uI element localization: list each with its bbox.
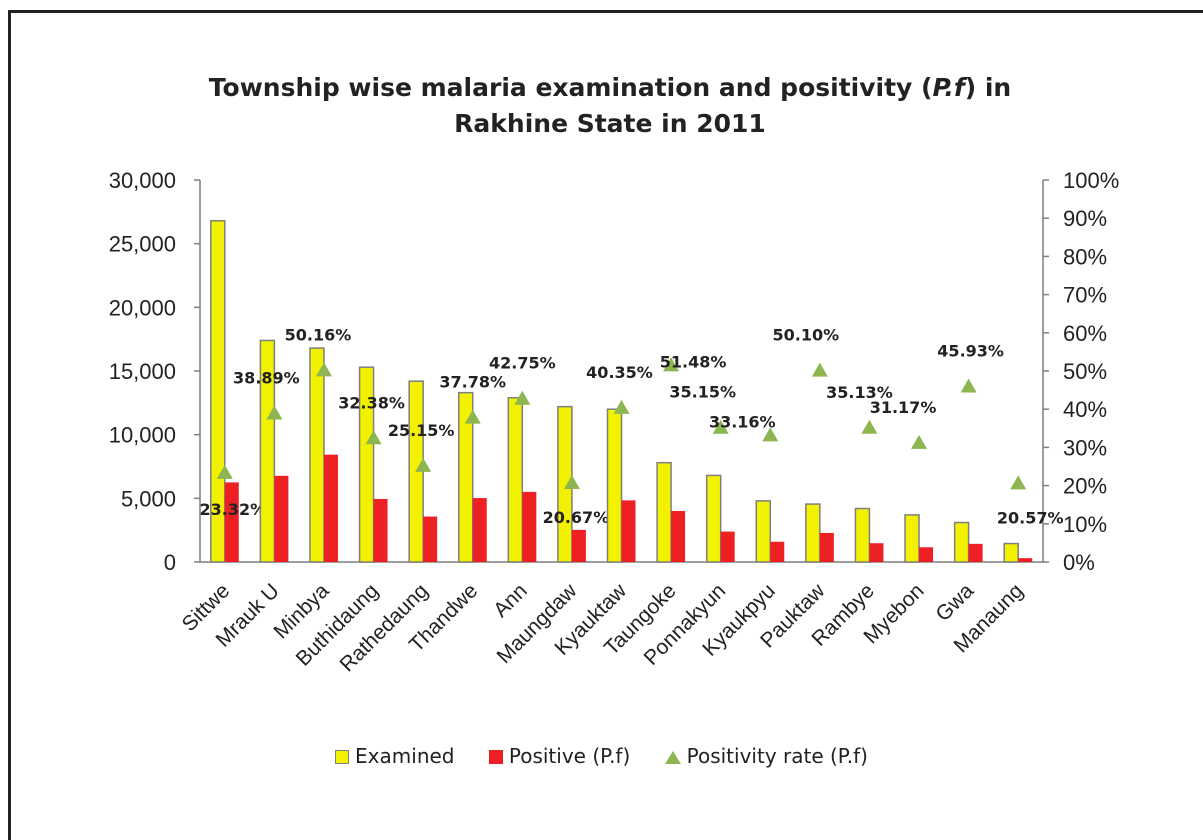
right-axis-tick-label: 70%: [1063, 283, 1107, 308]
bar-examined: [705, 474, 722, 563]
bar-examined: [904, 514, 920, 563]
rate-data-label: 38.89%: [233, 368, 300, 387]
bar-positive: [720, 531, 735, 562]
bar-examined: [606, 408, 623, 563]
right-axis-tick-label: 10%: [1063, 512, 1107, 537]
rate-marker: [415, 457, 432, 472]
bar-examined: [755, 500, 772, 563]
bar-positive: [770, 541, 785, 562]
legend-label-examined: Examined: [355, 743, 455, 768]
bar-positive: [621, 500, 636, 562]
rate-data-label: 45.93%: [937, 342, 1004, 361]
rate-marker: [464, 409, 481, 424]
right-axis-tick-label: 20%: [1063, 474, 1107, 499]
rate-data-label: 25.15%: [388, 421, 455, 440]
right-axis-tick-label: 0%: [1063, 550, 1095, 575]
rate-data-label: 32.38%: [338, 393, 405, 412]
rate-marker: [960, 378, 977, 393]
bar-positive: [224, 482, 239, 562]
rate-data-label: 50.16%: [285, 325, 352, 344]
bar-examined: [259, 339, 276, 563]
bar-positive: [323, 454, 338, 562]
bar-positive: [819, 532, 834, 562]
legend-swatch-examined: [335, 749, 350, 764]
bar-positive: [869, 543, 884, 562]
left-axis-tick-label: 20,000: [109, 295, 176, 320]
rate-marker: [762, 427, 779, 442]
right-axis-tick-label: 50%: [1063, 359, 1107, 384]
rate-marker: [514, 390, 531, 405]
rate-marker: [216, 464, 233, 479]
rate-marker: [266, 405, 283, 420]
legend-label-rate: Positivity rate (P.f): [686, 743, 868, 768]
bar-positive: [423, 516, 438, 562]
bar-positive: [1018, 558, 1033, 562]
bar-positive: [571, 529, 586, 562]
bar-examined: [854, 507, 871, 563]
bar-positive: [671, 510, 686, 562]
rate-marker: [365, 430, 382, 445]
bar-examined: [358, 366, 375, 563]
rate-marker: [712, 419, 729, 434]
rate-data-label: 51.48%: [660, 352, 727, 371]
chart-frame: [8, 10, 1203, 840]
rate-data-label: 50.10%: [773, 326, 840, 345]
left-axis-tick-label: 15,000: [109, 359, 176, 384]
rate-data-label: 35.13%: [826, 383, 893, 402]
right-axis-tick-label: 30%: [1063, 435, 1107, 460]
chart-title-line1: Township wise malaria examination and po…: [208, 73, 1012, 102]
rate-data-label: 23.32%: [199, 500, 266, 519]
bar-examined: [457, 391, 474, 563]
rate-data-label: 20.67%: [543, 508, 610, 527]
bar-examined: [507, 396, 524, 563]
chart-title-line2: Rakhine State in 2011: [454, 109, 766, 138]
rate-data-label: 31.17%: [870, 398, 937, 417]
bar-examined: [953, 521, 970, 563]
bar-examined: [656, 461, 672, 563]
legend: Examined Positive (P.f) Positivity rate …: [0, 742, 1203, 768]
legend-label-positive: Positive (P.f): [508, 743, 631, 768]
rate-data-label: 33.16%: [709, 412, 776, 431]
rate-marker: [1010, 475, 1027, 490]
left-axis-tick-label: 25,000: [109, 232, 176, 257]
right-axis-tick-label: 90%: [1063, 206, 1107, 231]
legend-item-positive: Positive (P.f): [488, 743, 631, 768]
bar-positive: [472, 498, 487, 562]
bar-positive: [968, 543, 983, 562]
category-label: Ann: [489, 579, 532, 622]
rate-marker: [613, 399, 630, 414]
right-axis-tick-label: 80%: [1063, 244, 1107, 269]
rate-marker: [811, 362, 828, 377]
bar-positive: [274, 475, 289, 562]
bar-positive: [522, 491, 537, 562]
rate-data-label: 42.75%: [489, 354, 556, 373]
rate-marker: [563, 475, 580, 490]
rate-data-label: 37.78%: [439, 373, 506, 392]
rate-data-label: 35.15%: [669, 383, 736, 402]
rate-marker: [315, 362, 332, 377]
bar-examined: [805, 503, 821, 563]
legend-swatch-positive: [488, 749, 503, 764]
bar-positive: [919, 547, 934, 562]
bar-examined: [1003, 542, 1019, 563]
rate-data-label: 20.57%: [997, 508, 1064, 527]
right-axis-tick-label: 100%: [1063, 168, 1119, 193]
right-axis-tick-label: 60%: [1063, 321, 1107, 346]
left-axis-tick-label: 5,000: [121, 486, 176, 511]
bar-positive: [373, 498, 388, 562]
left-axis-tick-label: 10,000: [109, 423, 176, 448]
chart-title: Township wise malaria examination and po…: [150, 70, 1070, 142]
rate-data-label: 40.35%: [586, 363, 653, 382]
rate-marker: [911, 434, 928, 449]
rate-marker: [663, 357, 680, 372]
left-axis-tick-label: 30,000: [109, 168, 176, 193]
right-axis-tick-label: 40%: [1063, 397, 1107, 422]
left-axis-tick-label: 0: [164, 550, 176, 575]
bar-examined: [309, 347, 325, 563]
rate-marker: [861, 419, 878, 434]
legend-swatch-rate: [664, 750, 681, 764]
legend-item-examined: Examined: [335, 743, 455, 768]
legend-item-rate: Positivity rate (P.f): [664, 743, 868, 768]
